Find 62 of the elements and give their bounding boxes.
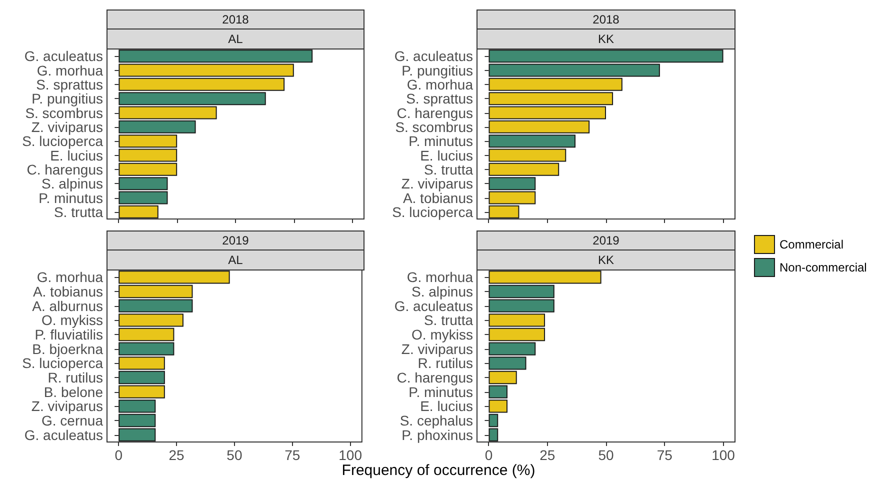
x-tick-label: 0: [114, 447, 123, 463]
y-tick-label: O. mykiss: [42, 312, 103, 328]
y-tick-label: A. tobianus: [402, 190, 473, 206]
y-tick-label: G. aculeatus: [394, 48, 473, 64]
x-tick-label: 25: [168, 447, 185, 463]
y-tick-label: P. phoxinus: [402, 426, 473, 443]
chart-title: 2019: [592, 234, 620, 248]
y-tick-label: A. alburnus: [32, 298, 103, 314]
y-tick-label: G. aculeatus: [394, 298, 473, 314]
x-axis-title: Frequency of occurrence (%): [340, 462, 536, 479]
y-tick-label: G. morhua: [406, 269, 474, 286]
y-tick-label: B. bjoerkna: [32, 340, 104, 357]
y-tick-label: R. rutilus: [418, 355, 473, 372]
y-tick-label: S. cephalus: [400, 412, 473, 428]
chart-subtitle: AL: [228, 32, 244, 46]
x-tick-label: 50: [226, 447, 242, 463]
y-tick-label: C. harengus: [396, 104, 473, 121]
y-tick-label: G. cernua: [42, 412, 104, 428]
legend-label: Non-commercial: [780, 260, 867, 274]
y-tick-label: Z. viviparus: [401, 176, 473, 192]
y-tick-label: S. alpinus: [412, 284, 473, 300]
y-tick-label: G. morhua: [36, 269, 104, 286]
y-tick-label: B. belone: [44, 384, 104, 400]
y-tick-label: S. sprattus: [406, 90, 473, 107]
y-tick-label: E. lucius: [420, 398, 473, 414]
y-tick-label: P. minutus: [408, 133, 473, 150]
y-tick-label: S. trutta: [424, 312, 474, 328]
y-tick-label: P. fluviatilis: [34, 326, 103, 342]
y-tick-label: C. harengus: [396, 370, 473, 386]
y-tick-label: S. lucioperca: [392, 204, 474, 220]
y-tick-label: P. pungitius: [402, 62, 473, 78]
y-tick-label: G. aculeatus: [24, 426, 103, 443]
y-tick-label: C. harengus: [26, 161, 103, 178]
y-tick-label: Z. viviparus: [31, 118, 103, 135]
chart-title: 2019: [222, 234, 250, 248]
y-tick-label: O. mykiss: [412, 326, 473, 342]
y-tick-label: E. lucius: [420, 147, 473, 164]
x-tick-label: 100: [712, 447, 736, 463]
chart-subtitle: AL: [228, 253, 244, 267]
x-tick-label: 75: [656, 447, 673, 463]
y-tick-label: Z. viviparus: [31, 398, 103, 414]
y-tick-label: S. sprattus: [36, 76, 103, 92]
y-tick-label: A. tobianus: [32, 284, 103, 300]
x-tick-label: 0: [484, 447, 493, 463]
y-tick-label: G. aculeatus: [24, 48, 103, 64]
chart-title: 2018: [222, 12, 250, 26]
x-tick-label: 50: [598, 447, 614, 463]
x-tick-label: 100: [338, 447, 362, 463]
y-tick-label: P. minutus: [38, 190, 103, 206]
y-tick-label: S. trutta: [54, 204, 104, 220]
y-tick-label: E. lucius: [50, 147, 103, 164]
y-tick-label: G. morhua: [36, 62, 104, 78]
y-tick-label: R. rutilus: [48, 370, 103, 386]
chart-subtitle: KK: [598, 253, 614, 267]
chart-title: 2018: [592, 12, 620, 26]
x-tick-label: 25: [540, 447, 556, 463]
y-tick-label: S. lucioperca: [22, 133, 104, 150]
y-tick-label: P. pungitius: [32, 90, 103, 107]
x-tick-label: 75: [284, 447, 300, 463]
legend-label: Commercial: [780, 238, 844, 252]
y-tick-label: S. trutta: [424, 161, 474, 178]
chart-subtitle: KK: [598, 32, 614, 46]
